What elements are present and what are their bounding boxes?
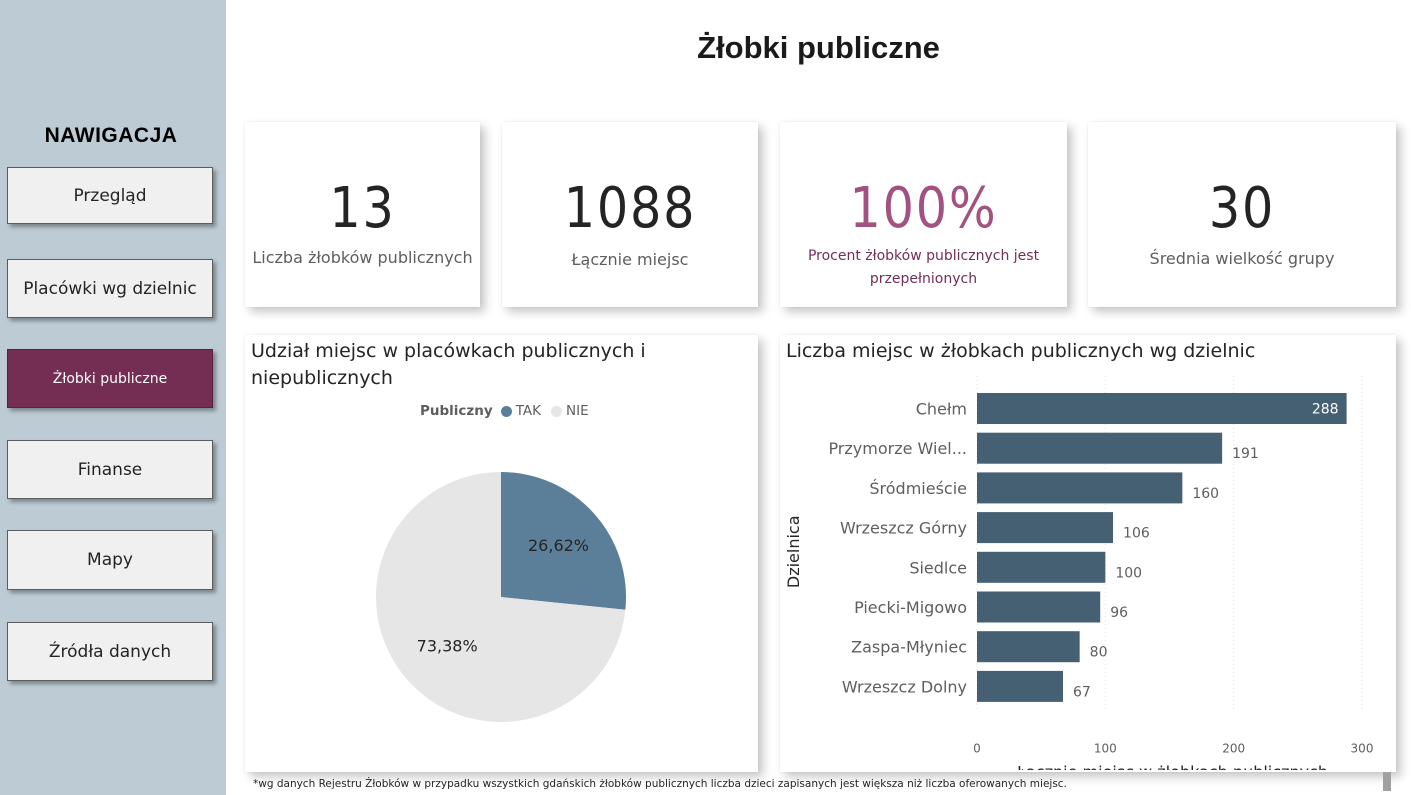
scrollbar-thumb[interactable] (1383, 772, 1391, 791)
category-label: Chełm (916, 400, 967, 419)
kpi-card-overfull: 100% Procent żłobków publicznych jest pr… (780, 122, 1067, 307)
x-tick-label: 300 (1351, 742, 1374, 756)
kpi-value: 13 (329, 176, 396, 241)
bar[interactable] (977, 551, 1106, 583)
bar[interactable] (977, 393, 1347, 424)
category-label: Piecki-Migowo (854, 598, 967, 617)
kpi-card-group-size: 30 Średnia wielkość grupy (1088, 122, 1396, 307)
nav-button-przeglad[interactable]: Przegląd (7, 167, 213, 224)
kpi-value: 1088 (563, 176, 697, 241)
kpi-label: Średnia wielkość grupy (1149, 249, 1335, 268)
nav-button-zrodla-danych[interactable]: Źródła danych (7, 622, 213, 681)
category-label: Wrzeszcz Dolny (842, 677, 967, 696)
x-tick-label: 0 (973, 742, 981, 756)
value-label: 67 (1073, 684, 1091, 700)
bar[interactable] (977, 670, 1063, 702)
kpi-label: Łącznie miejsc (571, 250, 689, 269)
bar-chart: 0 100 200 300 Chełm 288 Przymorze Wiel... 191 Śr… (784, 376, 1374, 770)
kpi-label: Liczba żłobków publicznych (252, 248, 473, 267)
category-label: Siedlce (909, 558, 967, 577)
pie-label-tak: 26,62% (528, 536, 589, 555)
value-label: 191 (1232, 446, 1259, 462)
bar-chart-title: Liczba miejsc w żłobkach publicznych wg … (786, 340, 1256, 362)
nav-button-mapy[interactable]: Mapy (7, 530, 213, 590)
legend-title: Publiczny (420, 403, 493, 419)
legend-item-nie[interactable]: NIE (566, 403, 589, 419)
nav-button-zlobki-publiczne[interactable]: Żłobki publiczne (7, 349, 213, 408)
category-label: Zaspa-Młyniec (851, 638, 967, 657)
y-axis-title: Dzielnica (784, 515, 803, 588)
pie-slice-tak[interactable] (501, 472, 626, 610)
category-label: Wrzeszcz Górny (840, 519, 967, 538)
pie-chart: 26,62% 73,38% (376, 472, 626, 722)
value-label: 96 (1110, 605, 1128, 621)
kpi-card-places: 1088 Łącznie miejsc (502, 122, 758, 307)
bar[interactable] (977, 591, 1101, 623)
bar[interactable] (977, 432, 1223, 464)
pie-legend: Publiczny TAK NIE (420, 403, 589, 419)
nav-heading: NAWIGACJA (44, 124, 178, 147)
x-tick-label: 200 (1222, 742, 1245, 756)
nav-button-finanse[interactable]: Finanse (7, 440, 213, 499)
legend-item-tak[interactable]: TAK (515, 403, 541, 419)
x-tick-label: 100 (1094, 742, 1117, 756)
legend-dot-nie (551, 405, 562, 417)
x-axis-title: Łącznie miejsc w żłobkach publicznych (1016, 763, 1328, 770)
bar[interactable] (977, 512, 1114, 544)
sidebar-navigation: NAWIGACJA Przegląd Placówki wg dzielnic … (0, 0, 226, 795)
value-label: 288 (1312, 402, 1339, 418)
page-title: Żłobki publiczne (697, 30, 940, 65)
value-label: 106 (1123, 526, 1150, 542)
value-label: 160 (1192, 486, 1219, 502)
pie-chart-title: Udział miejsc w placówkach publicznych i… (251, 340, 646, 389)
kpi-label: Procent żłobków publicznych jest przepeł… (807, 248, 1040, 287)
category-label: Śródmieście (869, 479, 967, 498)
bar[interactable] (977, 472, 1183, 504)
kpi-value: 30 (1208, 176, 1276, 241)
kpi-value: 100% (849, 176, 998, 241)
value-label: 100 (1115, 565, 1142, 581)
nav-button-placowki-wg-dzielnic[interactable]: Placówki wg dzielnic (7, 259, 213, 318)
pie-label-nie: 73,38% (417, 637, 478, 656)
value-label: 80 (1090, 645, 1108, 661)
pie-slice-nie[interactable] (376, 472, 626, 722)
legend-dot-tak (500, 405, 512, 417)
footnote: *wg danych Rejestru Żłobków w przypadku … (253, 778, 1067, 790)
bar[interactable] (977, 631, 1080, 663)
category-label: Przymorze Wiel... (828, 439, 967, 458)
kpi-card-count: 13 Liczba żłobków publicznych (245, 122, 480, 307)
